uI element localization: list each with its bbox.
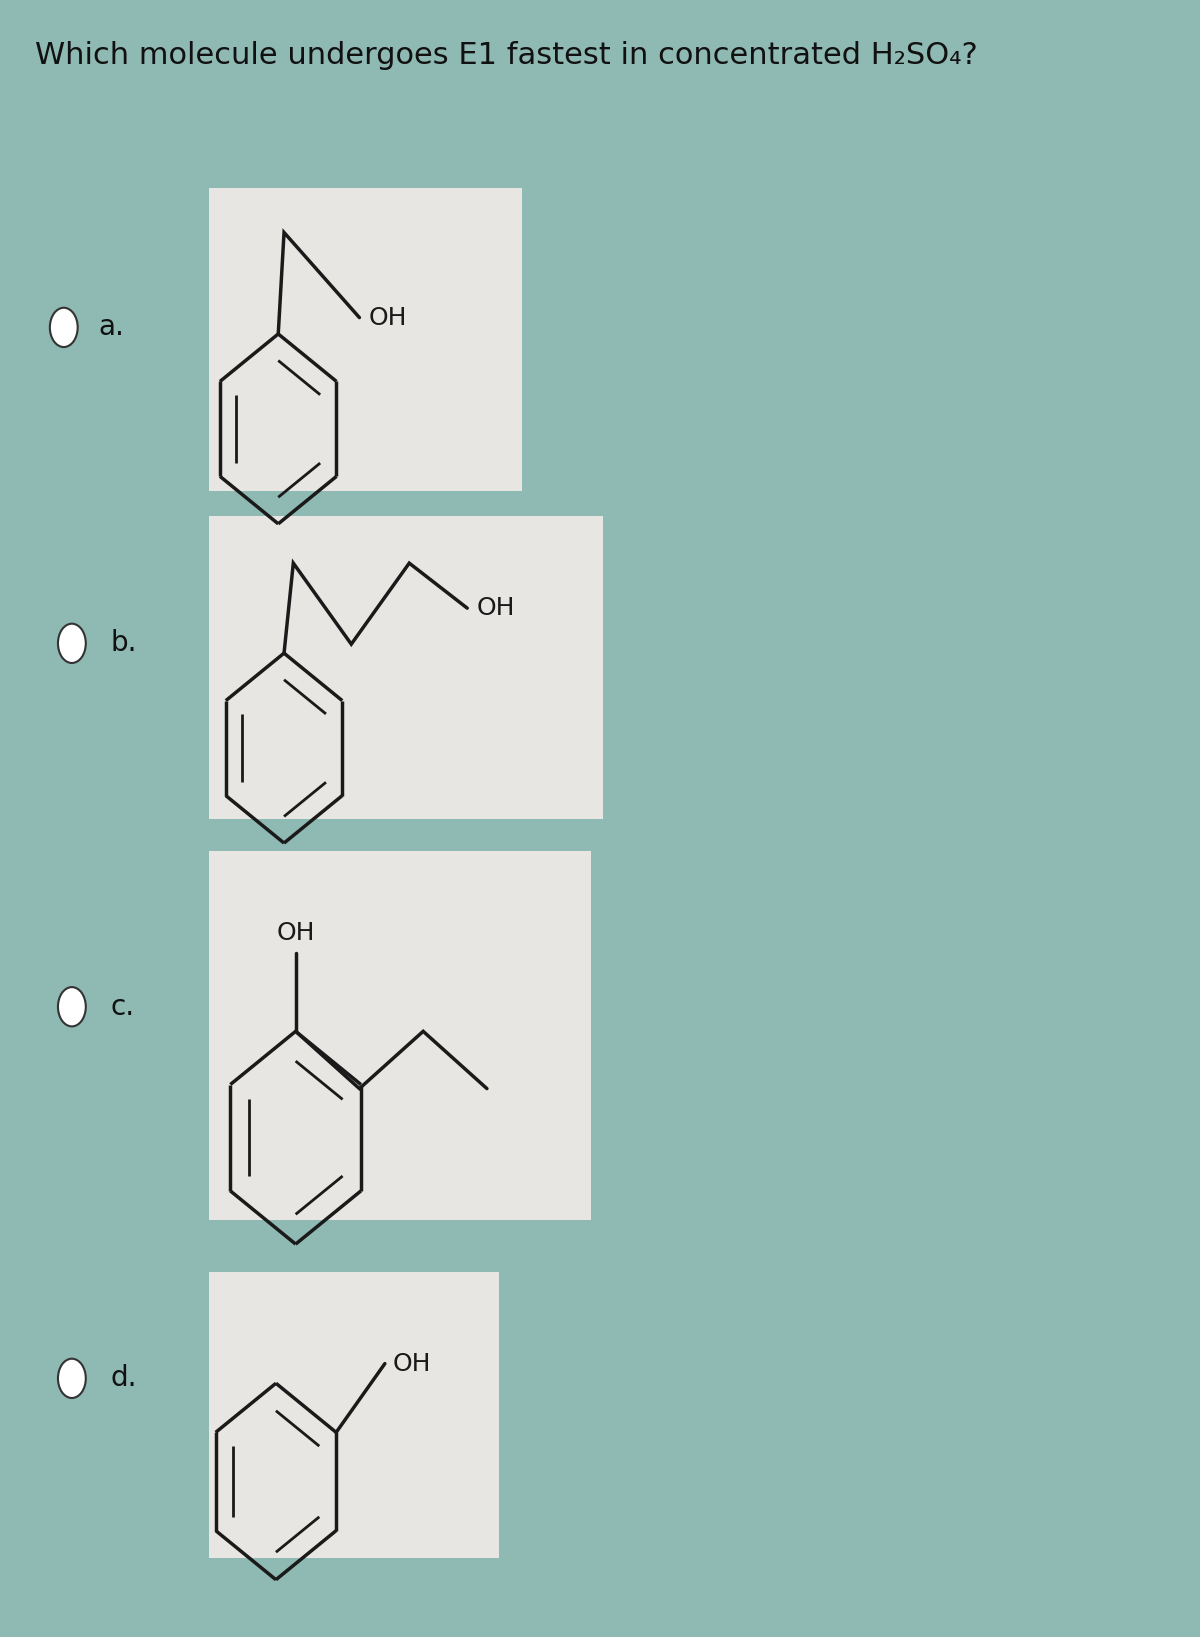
Circle shape — [58, 624, 85, 663]
Circle shape — [58, 1359, 85, 1398]
Circle shape — [58, 987, 85, 1026]
Text: c.: c. — [110, 992, 134, 1021]
Text: OH: OH — [476, 596, 515, 620]
Text: d.: d. — [110, 1364, 137, 1393]
FancyBboxPatch shape — [209, 516, 602, 818]
FancyBboxPatch shape — [209, 851, 592, 1220]
FancyBboxPatch shape — [209, 1272, 498, 1558]
Circle shape — [50, 308, 78, 347]
FancyBboxPatch shape — [209, 188, 522, 491]
Text: b.: b. — [110, 629, 137, 658]
Text: Which molecule undergoes E1 fastest in concentrated H₂SO₄?: Which molecule undergoes E1 fastest in c… — [35, 41, 978, 70]
Text: OH: OH — [368, 306, 407, 329]
Text: OH: OH — [276, 920, 314, 945]
Text: OH: OH — [392, 1352, 432, 1375]
Text: a.: a. — [98, 313, 125, 342]
